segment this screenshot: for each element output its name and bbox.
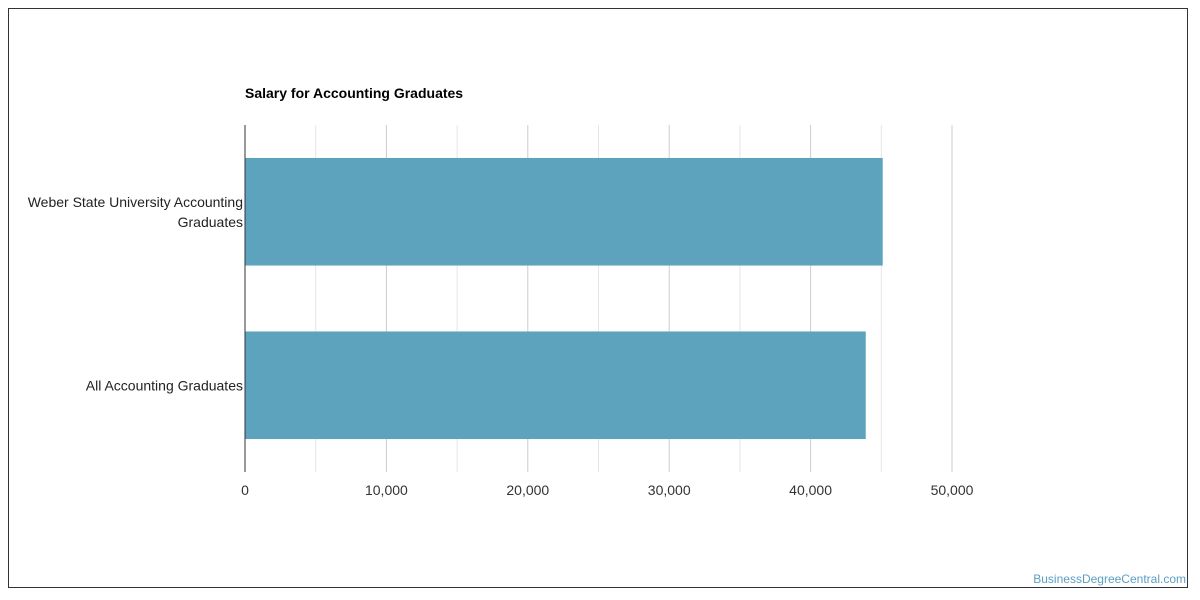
x-tick-label: 20,000 [506,482,549,498]
source-watermark[interactable]: BusinessDegreeCentral.com [1033,572,1186,586]
bar-0 [245,157,883,266]
x-tick-label: 40,000 [789,482,832,498]
x-tick-label: 50,000 [931,482,974,498]
bar-1 [245,331,866,440]
x-tick-label: 10,000 [365,482,408,498]
chart-title: Salary for Accounting Graduates [245,85,464,101]
category-label-0: Weber State University Accounting Graduat… [28,194,243,230]
x-tick-label: 0 [241,482,249,498]
x-tick-label: 30,000 [648,482,691,498]
category-label-1: All Accounting Graduates [86,377,243,393]
